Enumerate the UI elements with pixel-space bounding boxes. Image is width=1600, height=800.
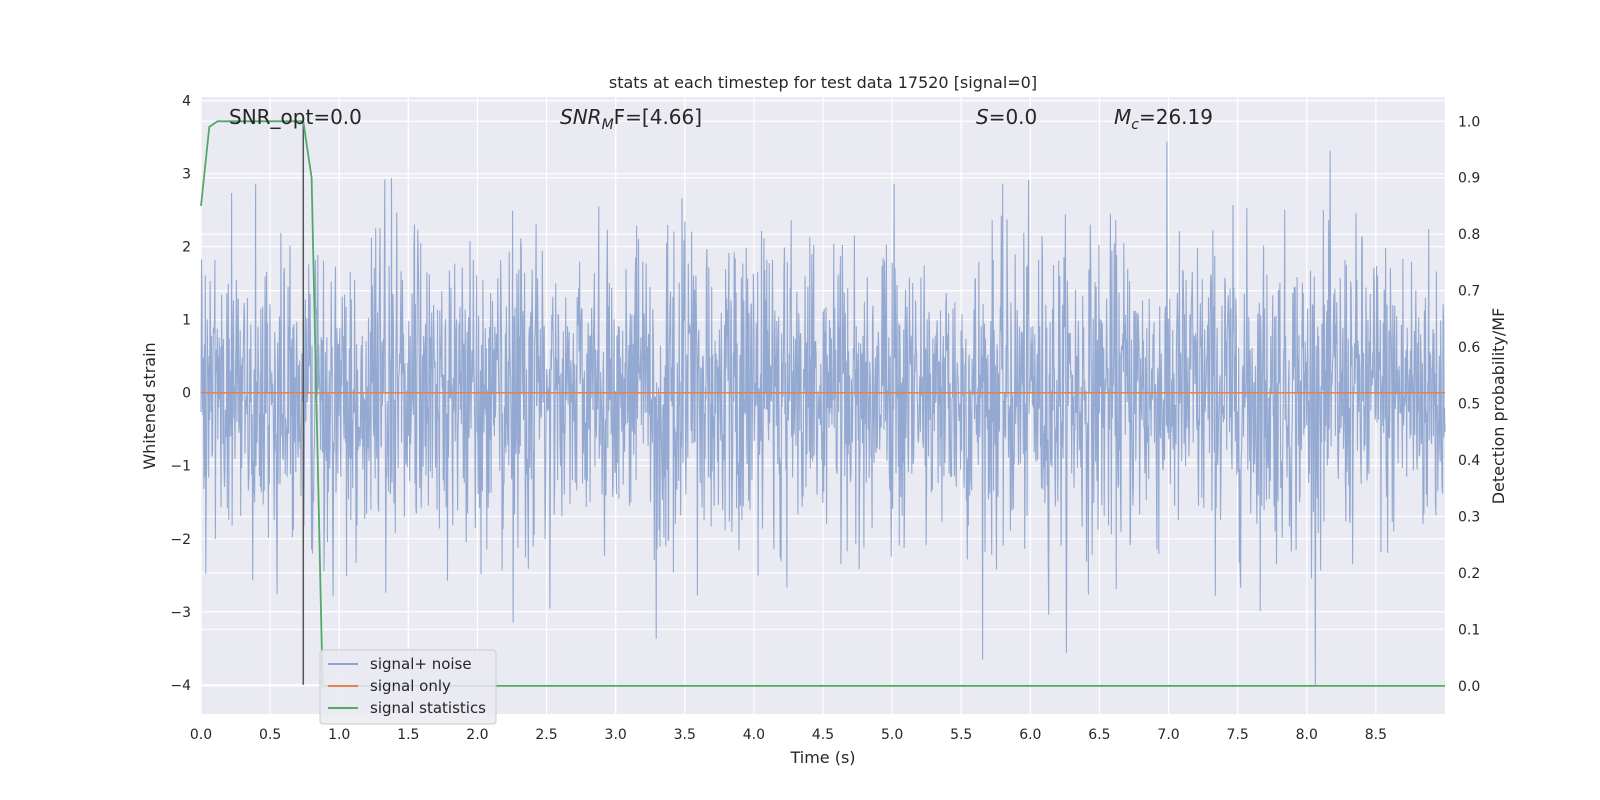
x-tick-label: 1.0 [328,727,350,743]
data-layer [200,120,1446,687]
annotation-mc-sub: c [1131,117,1139,133]
x-tick-label: 5.5 [950,727,972,743]
x-axis-label: Time (s) [789,748,855,767]
x-tick-label: 6.5 [1088,727,1110,743]
tick-labels: 0.0 0.5 1.0 1.5 2.0 2.5 3.0 3.5 4.0 4.5 5.0 5.5 6.0 6… [170,94,1480,743]
x-tick-label: 6.0 [1019,727,1041,743]
legend-label-signal-noise: signal+ noise [370,655,472,673]
x-tick-label: 3.0 [605,727,627,743]
annotations: SNR_opt=0.0 SNRMF=[4.66] S=0.0 Mc=26.19 [229,105,1213,133]
annotation-s-rest: =0.0 [989,105,1038,129]
y-tick-label: 2 [182,240,191,256]
y-right-tick-label: 0.2 [1458,566,1480,582]
y-right-tick-label: 0.8 [1458,227,1480,243]
chart-title: stats at each timestep for test data 175… [609,73,1037,92]
y-right-tick-label: 0.9 [1458,171,1480,187]
y-right-tick-label: 0.5 [1458,397,1480,413]
annotation-snr-mf-sub: M [602,117,614,133]
legend-label-signal-only: signal only [370,677,451,695]
x-tick-label: 8.5 [1365,727,1387,743]
y-tick-label: 0 [182,386,191,402]
x-tick-label: 0.5 [259,727,281,743]
y-right-tick-label: 0.6 [1458,340,1480,356]
y-axis-label: Whitened strain [140,342,159,469]
y-right-tick-label: 0.0 [1458,679,1480,695]
y-tick-label: −3 [170,605,191,621]
annotation-s-main: S [976,105,989,129]
x-tick-label: 3.5 [674,727,696,743]
x-tick-label: 5.0 [881,727,903,743]
y-right-tick-label: 0.3 [1458,509,1480,525]
annotation-snr-mf: SNRMF=[4.66] [560,105,702,133]
y-tick-label: −2 [170,532,191,548]
y-right-tick-label: 0.1 [1458,622,1480,638]
y-right-tick-label: 0.4 [1458,453,1480,469]
annotation-mc-main: M [1114,105,1131,129]
y-right-tick-label: 1.0 [1458,114,1480,130]
x-tick-label: 8.0 [1296,727,1318,743]
annotation-mc-rest: =26.19 [1139,105,1213,129]
x-tick-label: 2.0 [466,727,488,743]
x-tick-label: 0.0 [190,727,212,743]
annotation-snr-opt: SNR_opt=0.0 [229,105,362,129]
y-tick-label: −4 [170,678,191,694]
y-tick-label: 3 [182,167,191,183]
y-right-tick-label: 0.7 [1458,284,1480,300]
legend: signal+ noise signal only signal statist… [319,649,497,725]
legend-label-signal-statistics: signal statistics [370,699,486,717]
legend-box [319,649,497,725]
y-tick-label: −1 [170,459,191,475]
annotation-mc: Mc=26.19 [1114,105,1213,133]
x-tick-label: 4.0 [743,727,765,743]
series-signal-noise [200,141,1446,685]
x-tick-label: 1.5 [397,727,419,743]
annotation-snr-mf-main: SNR [560,105,602,129]
series-signal-statistics [200,120,1445,687]
y-axis-label-right: Detection probability/MF [1489,308,1508,505]
annotation-snr-mf-rest: F=[4.66] [614,105,702,129]
y-tick-label: 1 [182,313,191,329]
x-tick-label: 4.5 [812,727,834,743]
x-tick-label: 7.5 [1227,727,1249,743]
x-tick-label: 7.0 [1157,727,1179,743]
y-tick-label: 4 [182,94,191,110]
annotation-s: S=0.0 [976,105,1037,129]
x-tick-label: 2.5 [535,727,557,743]
